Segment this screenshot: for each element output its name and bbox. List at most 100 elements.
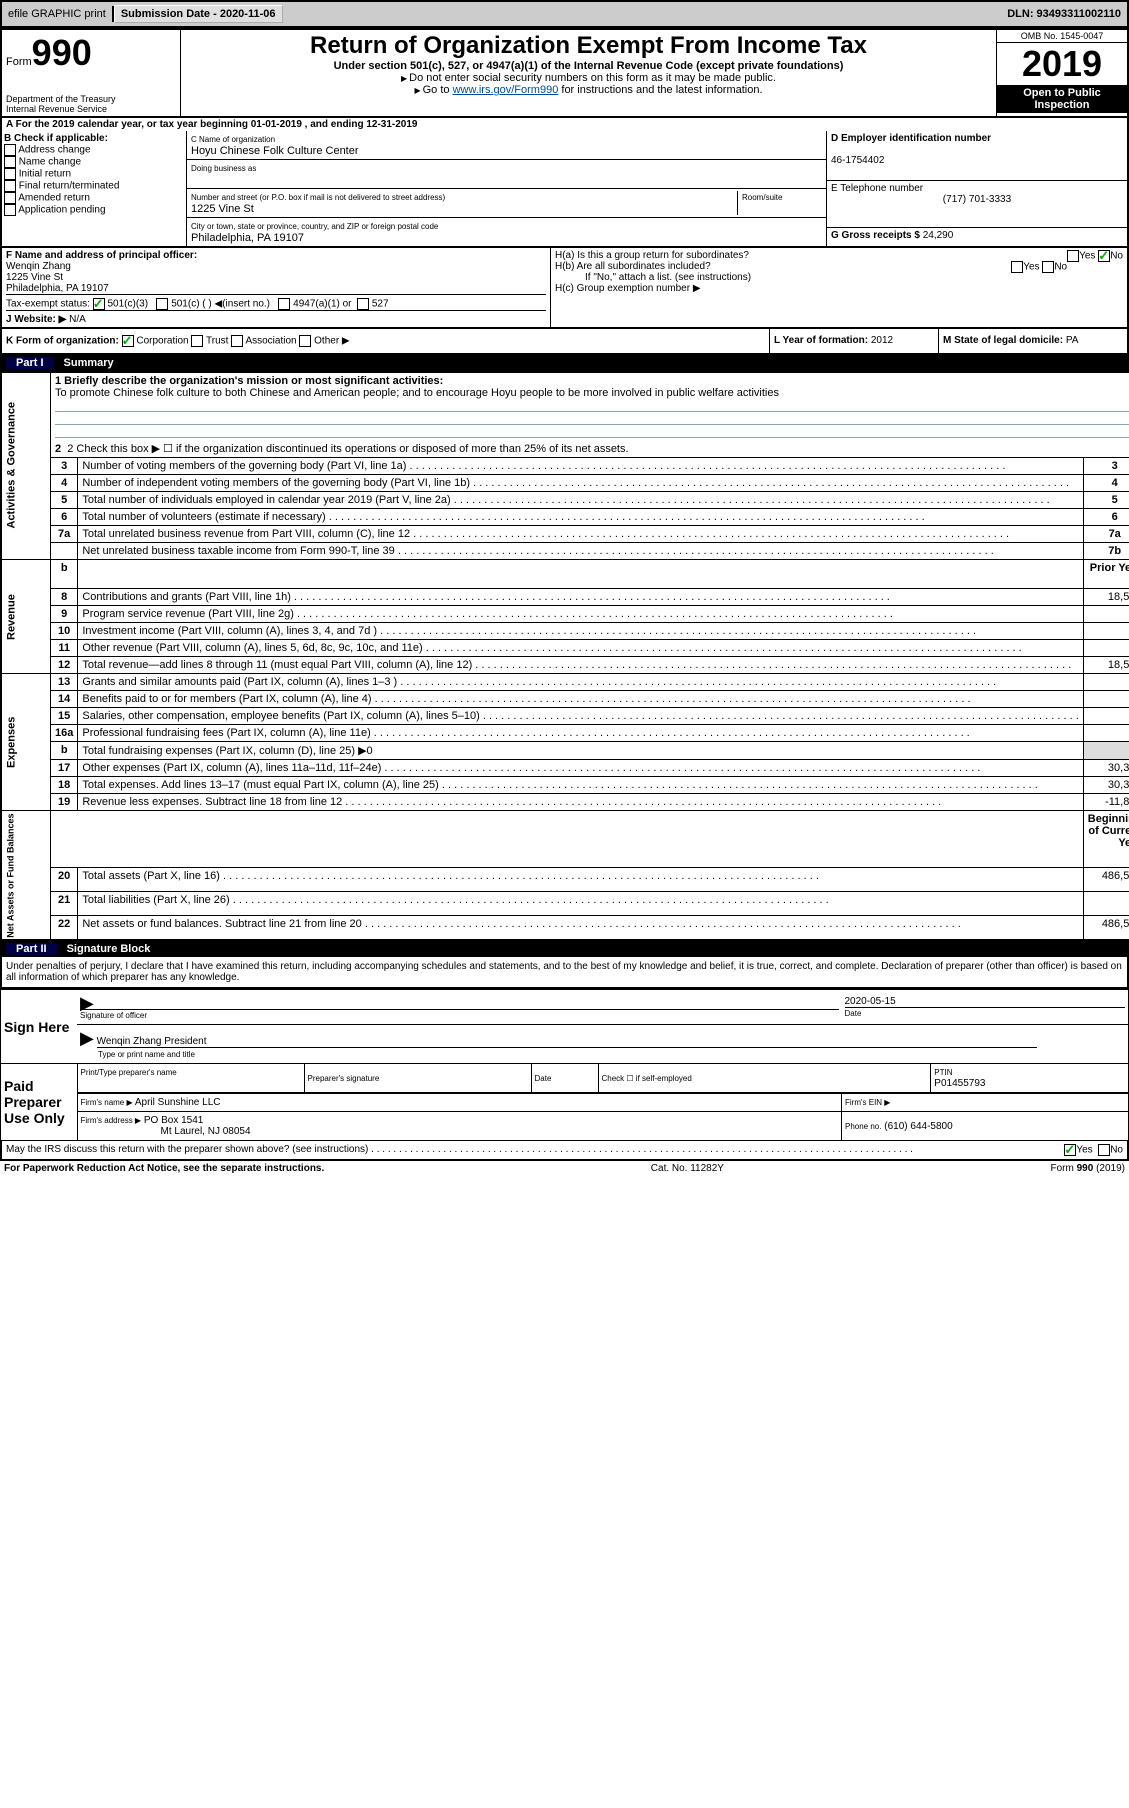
527-checkbox[interactable] <box>357 298 369 310</box>
part1-title: Summary <box>64 357 114 369</box>
table-row: 6Total number of volunteers (estimate if… <box>1 509 1129 526</box>
discuss-yes-checkbox[interactable] <box>1064 1144 1076 1156</box>
discuss-no-checkbox[interactable] <box>1098 1144 1110 1156</box>
row-desc: Investment income (Part VIII, column (A)… <box>82 625 377 637</box>
prior-val: 18,500 <box>1083 657 1129 674</box>
prep-date-label: Date <box>535 1074 552 1083</box>
street-address: 1225 Vine St <box>191 203 254 215</box>
row-num: 7a <box>51 526 78 543</box>
gross-receipts-value: 24,290 <box>923 230 954 241</box>
klm-row: K Form of organization: Corporation Trus… <box>0 329 1129 355</box>
ha-yes-checkbox[interactable] <box>1067 250 1079 262</box>
check-self-label: Check ☐ if self-employed <box>602 1074 692 1083</box>
amended-checkbox[interactable] <box>4 192 16 204</box>
begin-val: 486,534 <box>1083 868 1129 892</box>
officer-typed-label: Type or print name and title <box>98 1050 195 1059</box>
row-desc: Total fundraising expenses (Part IX, col… <box>82 745 372 757</box>
row-num: 8 <box>51 589 78 606</box>
firm-name: April Sunshine LLC <box>135 1097 221 1108</box>
row-desc: Number of voting members of the governin… <box>82 460 406 472</box>
name-change-checkbox[interactable] <box>4 156 16 168</box>
sig-date-cell: 2020-05-15 Date <box>842 990 1129 1025</box>
row-desc: Number of independent voting members of … <box>82 477 470 489</box>
row-box: 3 <box>1083 458 1129 475</box>
table-row: 15Salaries, other compensation, employee… <box>1 708 1129 725</box>
city-state-zip: Philadelphia, PA 19107 <box>191 232 304 244</box>
row-desc: Total number of individuals employed in … <box>82 494 450 506</box>
table-row: 12Total revenue—add lines 8 through 11 (… <box>1 657 1129 674</box>
initial-return-checkbox[interactable] <box>4 168 16 180</box>
table-row: 16aProfessional fundraising fees (Part I… <box>1 725 1129 742</box>
501c-checkbox[interactable] <box>156 298 168 310</box>
addr-change-checkbox[interactable] <box>4 144 16 156</box>
sign-here-label: Sign Here <box>1 990 78 1064</box>
row-desc: Net unrelated business taxable income fr… <box>82 545 394 557</box>
row-desc: Total expenses. Add lines 13–17 (must eq… <box>82 779 438 791</box>
table-row: 20Total assets (Part X, line 16)486,5344… <box>1 868 1129 892</box>
assoc-checkbox[interactable] <box>231 335 243 347</box>
ha-no-checkbox[interactable] <box>1098 250 1110 262</box>
officer-group-block: F Name and address of principal officer:… <box>0 248 1129 329</box>
begin-val: 486,534 <box>1083 916 1129 941</box>
final-return-checkbox[interactable] <box>4 180 16 192</box>
footer-left: For Paperwork Reduction Act Notice, see … <box>4 1163 324 1174</box>
name-change-label: Name change <box>19 157 81 168</box>
row-desc: Net assets or fund balances. Subtract li… <box>82 918 361 930</box>
dba-label: Doing business as <box>191 164 256 173</box>
signature-table: Sign Here ▶ Signature of officer 2020-05… <box>0 989 1129 1141</box>
501c3-checkbox[interactable] <box>93 298 105 310</box>
row-box: 4 <box>1083 475 1129 492</box>
begin-year-header: Beginning of Current Year <box>1083 811 1129 868</box>
perjury-text: Under penalties of perjury, I declare th… <box>0 957 1129 989</box>
part2-num: Part II <box>6 943 57 955</box>
hb-yes-checkbox[interactable] <box>1011 261 1023 273</box>
open-public: Open to Public Inspection <box>997 85 1127 113</box>
row-num <box>51 543 78 560</box>
corp-checkbox[interactable] <box>122 335 134 347</box>
line2-text: 2 Check this box ▶ ☐ if the organization… <box>67 443 628 455</box>
table-row: 17Other expenses (Part IX, column (A), l… <box>1 760 1129 777</box>
tax-exempt-label: Tax-exempt status: <box>6 299 90 310</box>
form990-link[interactable]: www.irs.gov/Form990 <box>453 84 559 96</box>
page-footer: For Paperwork Reduction Act Notice, see … <box>0 1161 1129 1176</box>
part1-table: Activities & Governance 1 Briefly descri… <box>0 371 1129 941</box>
table-row: 5 Total number of individuals employed in… <box>1 492 1129 509</box>
row-desc: Other expenses (Part IX, column (A), lin… <box>82 762 381 774</box>
website-value: N/A <box>69 314 86 325</box>
527-label: 527 <box>372 299 389 310</box>
addr-label: Number and street (or P.O. box if mail i… <box>191 193 445 202</box>
officer-typed-cell: ▶ Wenqin Zhang President Type or print n… <box>77 1025 1129 1064</box>
other-label: Other ▶ <box>314 336 349 347</box>
row-num: b <box>51 742 78 760</box>
sig-officer-label: Signature of officer <box>80 1011 147 1020</box>
note-goto-b: for instructions and the latest informat… <box>558 84 762 96</box>
other-checkbox[interactable] <box>299 335 311 347</box>
form-label: Form <box>6 56 32 68</box>
row-num: 20 <box>51 868 78 892</box>
part2-title: Signature Block <box>67 943 151 955</box>
4947-checkbox[interactable] <box>278 298 290 310</box>
table-row: 4 Number of independent voting members of… <box>1 475 1129 492</box>
app-pending-checkbox[interactable] <box>4 204 16 216</box>
prior-val: 30,314 <box>1083 777 1129 794</box>
period-begin: 01-01-2019 <box>251 119 302 130</box>
year-formation-label: L Year of formation: <box>774 335 868 346</box>
table-row: 11 Other revenue (Part VIII, column (A), … <box>1 640 1129 657</box>
box-k-label: K Form of organization: <box>6 336 119 347</box>
vtab-netassets: Net Assets or Fund Balances <box>1 811 51 941</box>
row-desc: Total liabilities (Part X, line 26) <box>82 894 229 906</box>
submission-date-button[interactable]: Submission Date - 2020-11-06 <box>114 5 283 23</box>
firm-phone: (610) 644-5800 <box>884 1121 952 1132</box>
row-desc: Other revenue (Part VIII, column (A), li… <box>82 642 422 654</box>
mission-text: To promote Chinese folk culture to both … <box>55 387 779 399</box>
trust-checkbox[interactable] <box>191 335 203 347</box>
addr-change-label: Address change <box>18 145 90 156</box>
hb-note: If "No," attach a list. (see instruction… <box>555 272 1123 283</box>
row-num: 6 <box>51 509 78 526</box>
sig-date-label: Date <box>845 1009 862 1018</box>
row-num: 5 <box>51 492 78 509</box>
row-num: 11 <box>51 640 78 657</box>
hb-no-checkbox[interactable] <box>1042 261 1054 273</box>
table-row: 18Total expenses. Add lines 13–17 (must … <box>1 777 1129 794</box>
firm-addr1: PO Box 1541 <box>144 1115 203 1126</box>
